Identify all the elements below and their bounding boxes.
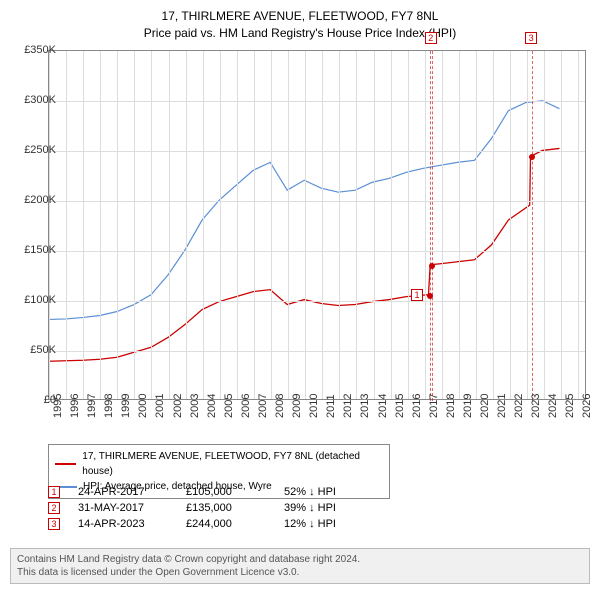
x-axis-label: 2011 xyxy=(325,394,337,418)
marker-badge: 2 xyxy=(425,32,437,44)
transaction-price: £105,000 xyxy=(186,486,266,498)
y-axis-label: £200K xyxy=(24,194,56,206)
x-axis-label: 2007 xyxy=(257,394,269,418)
title-line-1: 17, THIRLMERE AVENUE, FLEETWOOD, FY7 8NL xyxy=(0,8,600,25)
chart-container: 17, THIRLMERE AVENUE, FLEETWOOD, FY7 8NL… xyxy=(0,0,600,590)
marker-dot xyxy=(429,263,435,269)
transaction-date: 31-MAY-2017 xyxy=(78,502,168,514)
plot-svg xyxy=(49,51,585,399)
x-axis-label: 1997 xyxy=(86,394,98,418)
legend-row: 17, THIRLMERE AVENUE, FLEETWOOD, FY7 8NL… xyxy=(55,449,383,479)
x-axis-label: 2006 xyxy=(240,394,252,418)
x-axis-label: 2010 xyxy=(308,394,320,418)
x-axis-label: 2026 xyxy=(581,394,593,418)
x-axis-label: 2012 xyxy=(342,394,354,418)
title-line-2: Price paid vs. HM Land Registry's House … xyxy=(0,25,600,42)
x-axis-label: 2020 xyxy=(479,394,491,418)
transactions-list: 1 24-APR-2017 £105,000 52% ↓ HPI 2 31-MA… xyxy=(48,486,336,534)
transaction-row: 1 24-APR-2017 £105,000 52% ↓ HPI xyxy=(48,486,336,498)
x-axis-label: 1998 xyxy=(103,394,115,418)
y-axis-label: £300K xyxy=(24,94,56,106)
marker-badge: 2 xyxy=(48,502,60,514)
x-axis-label: 2019 xyxy=(462,394,474,418)
x-axis-label: 2022 xyxy=(513,394,525,418)
x-axis-label: 2025 xyxy=(564,394,576,418)
transaction-row: 2 31-MAY-2017 £135,000 39% ↓ HPI xyxy=(48,502,336,514)
x-axis-label: 1995 xyxy=(52,394,64,418)
x-axis-label: 2023 xyxy=(530,394,542,418)
x-axis-label: 2024 xyxy=(547,394,559,418)
x-axis-label: 2009 xyxy=(291,394,303,418)
legend-swatch xyxy=(55,463,76,465)
transaction-delta: 39% ↓ HPI xyxy=(284,502,336,514)
marker-badge: 3 xyxy=(48,518,60,530)
footer-line-2: This data is licensed under the Open Gov… xyxy=(17,566,583,579)
x-axis-label: 2013 xyxy=(359,394,371,418)
transaction-date: 24-APR-2017 xyxy=(78,486,168,498)
marker-dot xyxy=(529,154,535,160)
x-axis-label: 2002 xyxy=(172,394,184,418)
marker-badge: 1 xyxy=(48,486,60,498)
y-axis-label: £50K xyxy=(30,344,56,356)
x-axis-label: 2008 xyxy=(274,394,286,418)
x-axis-label: 2016 xyxy=(411,394,423,418)
x-axis-label: 2001 xyxy=(154,394,166,418)
chart-title: 17, THIRLMERE AVENUE, FLEETWOOD, FY7 8NL… xyxy=(0,0,600,42)
x-axis-label: 2005 xyxy=(223,394,235,418)
y-axis-label: £250K xyxy=(24,144,56,156)
y-axis-label: £150K xyxy=(24,244,56,256)
transaction-row: 3 14-APR-2023 £244,000 12% ↓ HPI xyxy=(48,518,336,530)
plot-area xyxy=(48,50,586,400)
x-axis-label: 1999 xyxy=(120,394,132,418)
x-axis-label: 2015 xyxy=(394,394,406,418)
x-axis-label: 2021 xyxy=(496,394,508,418)
marker-badge: 3 xyxy=(525,32,537,44)
y-axis-label: £100K xyxy=(24,294,56,306)
transaction-price: £135,000 xyxy=(186,502,266,514)
legend-label: 17, THIRLMERE AVENUE, FLEETWOOD, FY7 8NL… xyxy=(82,449,383,479)
footer-line-1: Contains HM Land Registry data © Crown c… xyxy=(17,553,583,566)
y-axis-label: £350K xyxy=(24,44,56,56)
x-axis-label: 2000 xyxy=(137,394,149,418)
attribution-footer: Contains HM Land Registry data © Crown c… xyxy=(10,548,590,584)
transaction-date: 14-APR-2023 xyxy=(78,518,168,530)
x-axis-label: 2018 xyxy=(445,394,457,418)
transaction-delta: 12% ↓ HPI xyxy=(284,518,336,530)
x-axis-label: 2003 xyxy=(189,394,201,418)
transaction-delta: 52% ↓ HPI xyxy=(284,486,336,498)
x-axis-label: 1996 xyxy=(69,394,81,418)
x-axis-label: 2004 xyxy=(206,394,218,418)
transaction-price: £244,000 xyxy=(186,518,266,530)
marker-badge: 1 xyxy=(411,289,423,301)
x-axis-label: 2014 xyxy=(377,394,389,418)
x-axis-label: 2017 xyxy=(428,394,440,418)
